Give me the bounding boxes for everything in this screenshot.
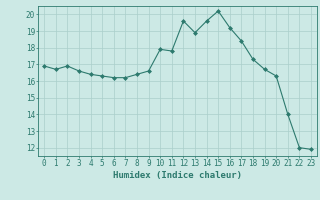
X-axis label: Humidex (Indice chaleur): Humidex (Indice chaleur) xyxy=(113,171,242,180)
